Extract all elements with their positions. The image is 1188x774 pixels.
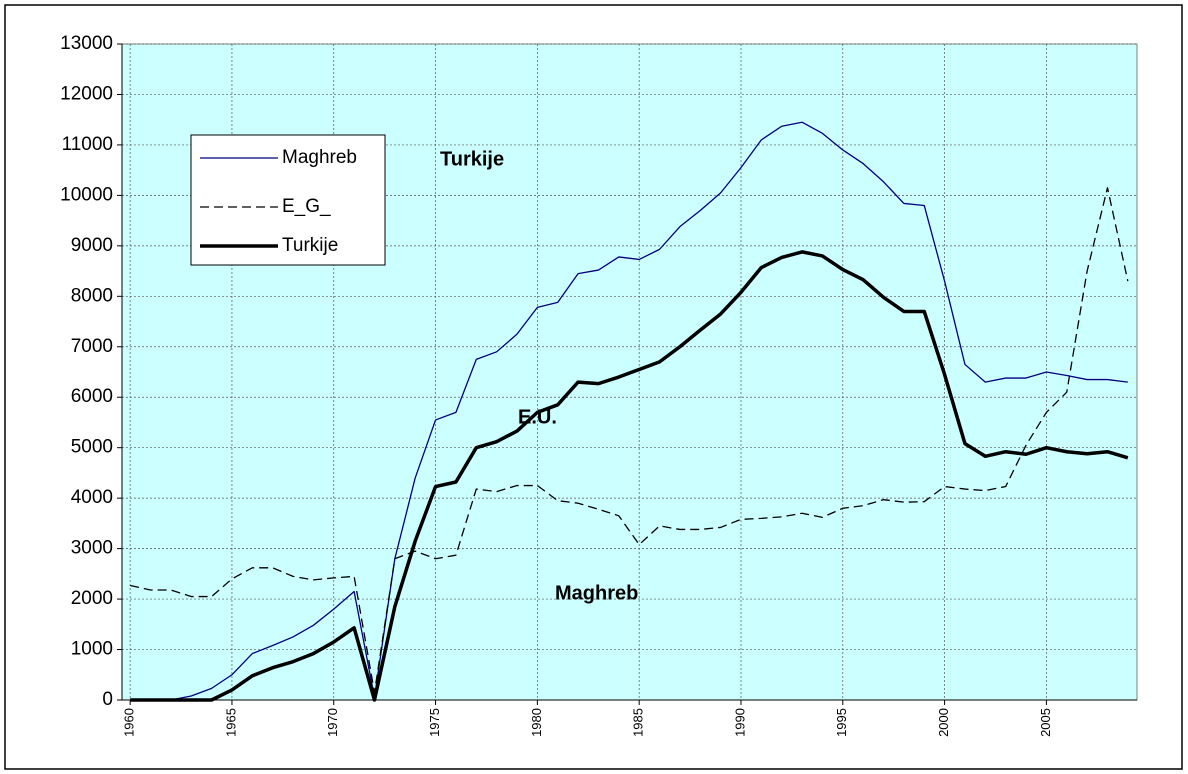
y-tick-label: 8000 [71, 285, 113, 306]
legend [190, 134, 386, 266]
y-tick-label: 7000 [71, 336, 113, 357]
legend-label: Turkije [282, 235, 338, 256]
y-tick-label: 10000 [60, 184, 113, 205]
x-tick-label: 1960 [122, 708, 137, 737]
y-tick-label: 11000 [62, 134, 113, 155]
y-tick-label: 1000 [71, 639, 113, 660]
series-line [130, 187, 1129, 694]
x-tick-label: 2005 [1038, 708, 1053, 737]
y-tick-label: 3000 [71, 538, 113, 559]
annotation: Maghreb [555, 582, 638, 604]
x-tick-label: 1995 [834, 708, 849, 737]
y-tick-label: 4000 [71, 487, 113, 508]
y-tick-label: 2000 [71, 588, 113, 609]
y-tick-label: 6000 [71, 386, 113, 407]
series-line [130, 250, 1129, 702]
y-tick-label: 9000 [71, 235, 113, 256]
y-tick-label: 13000 [60, 33, 113, 54]
x-tick-label: 1985 [631, 708, 646, 737]
x-tick-label: 1965 [223, 708, 238, 737]
x-tick-label: 1975 [427, 708, 442, 737]
y-tick-label: 12000 [60, 83, 113, 104]
x-tick-label: 1980 [529, 708, 544, 737]
x-tick-label: 1990 [732, 708, 747, 737]
annotation: E.U. [518, 406, 557, 428]
annotation: Turkije [440, 148, 504, 170]
x-tick-label: 1970 [325, 708, 340, 737]
series-line [130, 121, 1128, 701]
legend-label: Maghreb [282, 147, 357, 168]
y-tick-label: 0 [102, 689, 113, 710]
x-tick-label: 2000 [936, 708, 951, 737]
legend-label: E_G_ [282, 196, 331, 217]
y-tick-label: 5000 [71, 437, 113, 458]
